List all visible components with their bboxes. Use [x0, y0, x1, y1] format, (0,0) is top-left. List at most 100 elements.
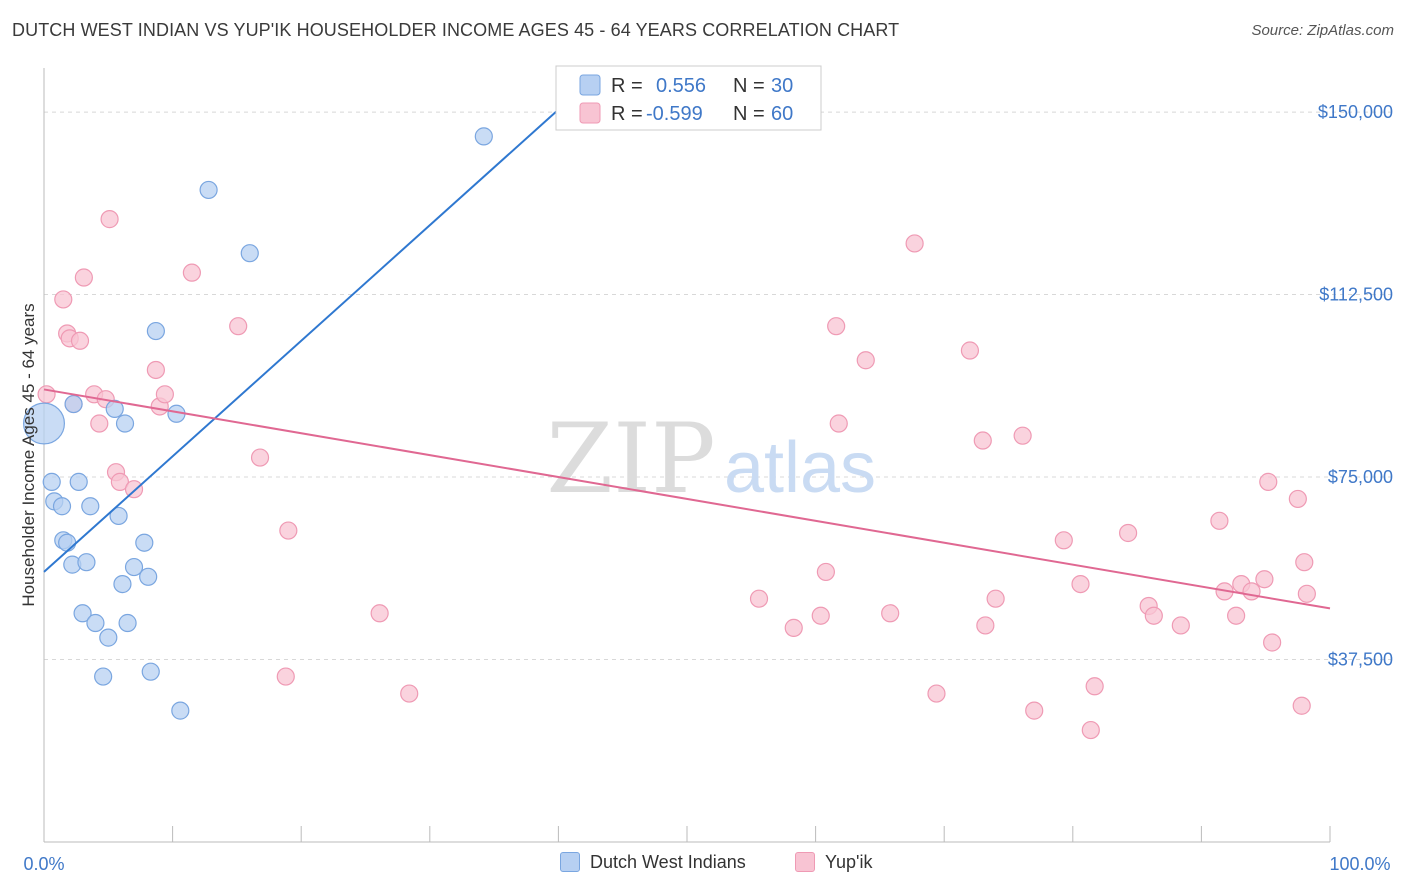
yupik-point [905, 234, 924, 253]
yupik-point [100, 210, 119, 229]
yupik-point [70, 331, 90, 350]
dutch-west-indian-point [146, 321, 165, 341]
legend-swatch-blue [560, 852, 580, 872]
grid-lines [44, 111, 1395, 661]
yupik-point [1013, 426, 1032, 445]
yupik-point [155, 385, 174, 404]
yupik-point [1227, 606, 1246, 625]
stats-legend-swatch-blue [579, 74, 601, 96]
stats-n-value-blue: 30 [771, 75, 793, 97]
dutch-west-indian-point [81, 497, 100, 516]
yupik-point [986, 589, 1005, 608]
series-legend: Dutch West Indians Yup'ik [0, 850, 1406, 880]
dutch-west-indian-point [52, 497, 72, 516]
dutch-west-indian-point [64, 394, 83, 414]
watermark-zip: ZIP [546, 403, 715, 515]
yupik-point [1292, 696, 1311, 715]
legend-item-dutch-west-indians: Dutch West Indians [560, 852, 746, 873]
yupik-point [827, 317, 846, 336]
stats-n-label-pink: N = [733, 103, 765, 125]
stats-legend-swatch-pink [579, 102, 601, 124]
yupik-point [816, 562, 835, 582]
yupik-point [1242, 582, 1261, 601]
yupik-point [182, 263, 201, 282]
chart-title: DUTCH WEST INDIAN VS YUP'IK HOUSEHOLDER … [12, 20, 900, 40]
yupik-point [1071, 574, 1090, 594]
yupik-point [1263, 633, 1282, 652]
dutch-west-indian-point [474, 127, 493, 146]
yupik-point [749, 589, 769, 608]
y-tick-labels: $37,500 $75,000 $112,500 $150,000 [1318, 102, 1393, 669]
yupik-point [1288, 489, 1307, 509]
yupik-point [74, 268, 93, 287]
dutch-west-indian-point [135, 533, 154, 552]
yupik-point [976, 616, 995, 635]
yupik-point [1295, 553, 1314, 572]
dutch-west-indian-trend-line [43, 108, 560, 573]
dutch-west-indian-point [109, 506, 128, 526]
yupik-point [960, 341, 980, 360]
dutch-west-indian-point [42, 472, 61, 491]
stats-r-value-blue: 0.556 [656, 75, 706, 97]
yupik-point [276, 667, 295, 686]
source-label: Source: ZipAtlas.com [1251, 22, 1394, 39]
yupik-points [37, 210, 1316, 740]
yupik-point [1085, 677, 1104, 696]
dutch-west-indian-points [23, 127, 493, 720]
x-tick-label-min: 0.0% [23, 854, 64, 874]
x-tick-labels: 0.0% 100.0% [23, 854, 1390, 874]
yupik-point [90, 414, 109, 433]
watermark-atlas: atlas [724, 428, 876, 508]
dutch-west-indian-point [115, 414, 135, 433]
y-tick-label: $37,500 [1328, 650, 1393, 670]
yupik-point [927, 684, 946, 703]
dutch-west-indian-point [86, 613, 105, 633]
dutch-west-indian-point [171, 701, 190, 720]
yupik-point [279, 521, 298, 540]
yupik-point [1081, 720, 1100, 740]
yupik-point [37, 385, 56, 404]
yupik-point [1259, 472, 1278, 491]
dutch-west-indian-point [124, 557, 144, 577]
yupik-point [229, 317, 248, 336]
dutch-west-indian-point [99, 628, 118, 647]
yupik-point [856, 351, 875, 370]
dutch-west-indian-point [105, 399, 124, 419]
stats-r-value-pink: -0.599 [646, 103, 703, 125]
stats-n-value-pink: 60 [771, 103, 793, 125]
dutch-west-indian-point [141, 662, 160, 681]
yupik-point [370, 604, 389, 623]
dutch-west-indian-point [69, 472, 88, 491]
yupik-point [1144, 606, 1163, 625]
dutch-west-indian-point [240, 244, 259, 263]
y-axis-label: Householder Income Ages 45 - 64 years [19, 303, 38, 606]
yupik-point [1054, 531, 1073, 550]
legend-label-yupik: Yup'ik [825, 852, 873, 872]
y-tick-label: $150,000 [1318, 102, 1393, 122]
yupik-point [881, 604, 900, 623]
yupik-point [829, 414, 848, 433]
yupik-point [1210, 511, 1229, 530]
x-tick-label-max: 100.0% [1329, 854, 1390, 874]
yupik-point [811, 606, 830, 625]
yupik-trend-line [43, 388, 1331, 610]
yupik-point [54, 290, 73, 309]
dutch-west-indian-point [199, 180, 218, 200]
zipatlas-watermark: ZIP atlas [546, 403, 876, 515]
y-tick-label: $112,500 [1319, 285, 1393, 305]
dutch-west-indian-point [118, 613, 137, 633]
dutch-west-indian-point [139, 567, 158, 586]
legend-label-dutch-west-indians: Dutch West Indians [590, 852, 746, 872]
stats-r-label-blue: R = [611, 75, 643, 97]
yupik-point [110, 472, 129, 491]
yupik-point [1255, 570, 1274, 589]
yupik-point [124, 480, 144, 499]
yupik-point [250, 448, 270, 467]
stats-legend: R = 0.556 N = 30 R = -0.599 N = 60 [555, 65, 822, 131]
axes [43, 68, 1331, 843]
dutch-west-indian-point [58, 533, 77, 552]
yupik-point [1297, 584, 1316, 603]
dutch-west-indian-point [73, 604, 92, 623]
trend-lines [43, 108, 1331, 610]
